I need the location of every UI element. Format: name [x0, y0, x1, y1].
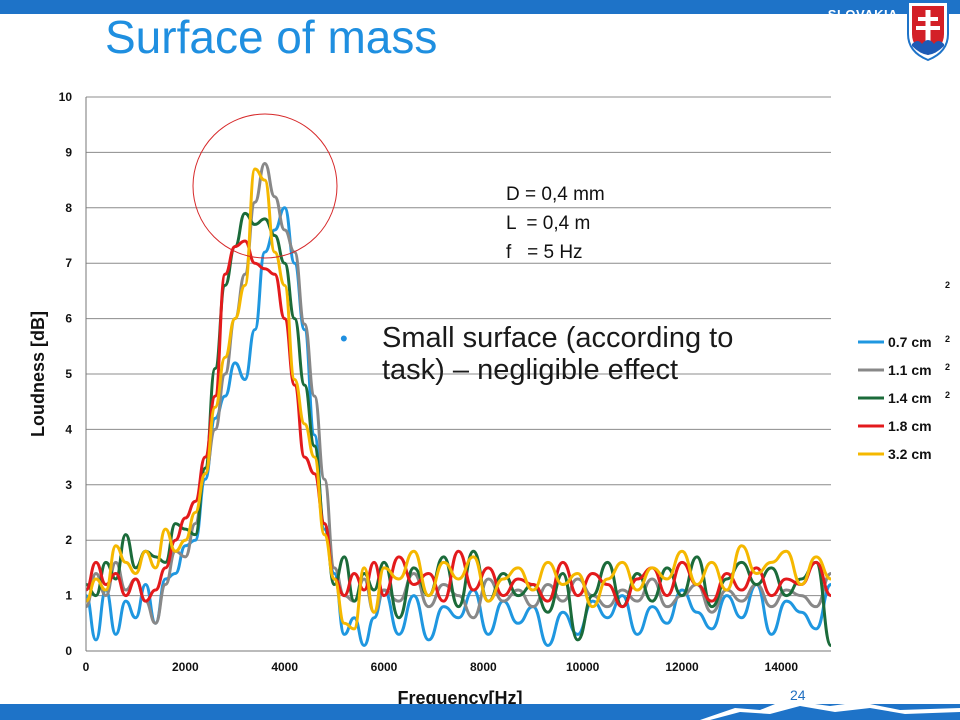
y-tick-label: 0: [65, 644, 72, 658]
axes: [85, 97, 831, 652]
y-tick-label: 4: [65, 422, 72, 436]
legend: 0.7 cm 2 1.1 cm 2 1.4 cm 2 1.8 cm 2 3.2 cm: [858, 280, 950, 462]
brand-event: IYPT '12: [863, 20, 898, 31]
bottom-band: [0, 700, 960, 720]
peak-highlight-circle: [192, 113, 338, 259]
page-number: 24: [790, 687, 806, 703]
brand-block: SLOVAKIA IYPT '12: [828, 8, 898, 31]
param-diameter: D = 0,4 mm: [506, 184, 605, 205]
y-tick-label: 3: [65, 478, 72, 492]
legend-label-1: 1.1 cm: [888, 362, 932, 378]
param-length: L = 0,4 m: [506, 213, 591, 234]
y-tick-label: 10: [59, 90, 73, 104]
legend-label-2: 1.4 cm: [888, 390, 932, 406]
legend-superscript-1: 2: [945, 334, 950, 344]
slide-title: Surface of mass: [105, 11, 438, 63]
x-tick-label: 10000: [566, 660, 600, 674]
x-tick-label: 14000: [765, 660, 799, 674]
x-tick-label: 8000: [470, 660, 497, 674]
legend-label-4: 3.2 cm: [888, 446, 932, 462]
slovakia-crest-icon: [907, 1, 949, 62]
y-tick-label: 2: [65, 533, 72, 547]
parameter-block: D = 0,4 mm L = 0,4 m f = 5 Hz: [506, 180, 605, 267]
y-tick-label: 6: [65, 312, 72, 326]
series-lines: [84, 161, 833, 647]
legend-superscript-3: 2: [945, 390, 950, 400]
tick-labels: 0 1 2 3 4 5 6 7 8 9 10 0 2000 4000 6000 8000 10000 12000 1…: [59, 90, 799, 674]
y-tick-label: 7: [65, 256, 72, 270]
series-line-4: [85, 167, 832, 631]
legend-label-3: 1.8 cm: [888, 418, 932, 434]
bullet-text: Small surface (according to task) – negl…: [382, 322, 734, 387]
x-axis-label: Frequency[Hz]: [397, 688, 522, 708]
grid-lines: [86, 96, 831, 597]
series-line-1: [84, 161, 832, 625]
bullet-dot-icon: •: [340, 326, 348, 351]
y-tick-label: 9: [65, 145, 72, 159]
x-tick-label: 0: [83, 660, 90, 674]
y-axis-label: Loudness [dB]: [28, 311, 48, 437]
x-tick-label: 4000: [271, 660, 298, 674]
brand-country: SLOVAKIA: [827, 7, 898, 22]
series-line-3: [85, 239, 832, 609]
x-tick-label: 12000: [665, 660, 699, 674]
y-tick-label: 5: [65, 367, 72, 381]
x-tick-label: 6000: [371, 660, 398, 674]
y-tick-label: 1: [65, 589, 72, 603]
legend-label-0: 0.7 cm: [888, 334, 932, 350]
param-frequency: f = 5 Hz: [506, 242, 583, 263]
legend-superscript-0: 2: [945, 280, 950, 290]
legend-superscript-2: 2: [945, 362, 950, 372]
x-tick-label: 2000: [172, 660, 199, 674]
y-tick-label: 8: [65, 201, 72, 215]
top-accent-bar: [0, 0, 960, 14]
